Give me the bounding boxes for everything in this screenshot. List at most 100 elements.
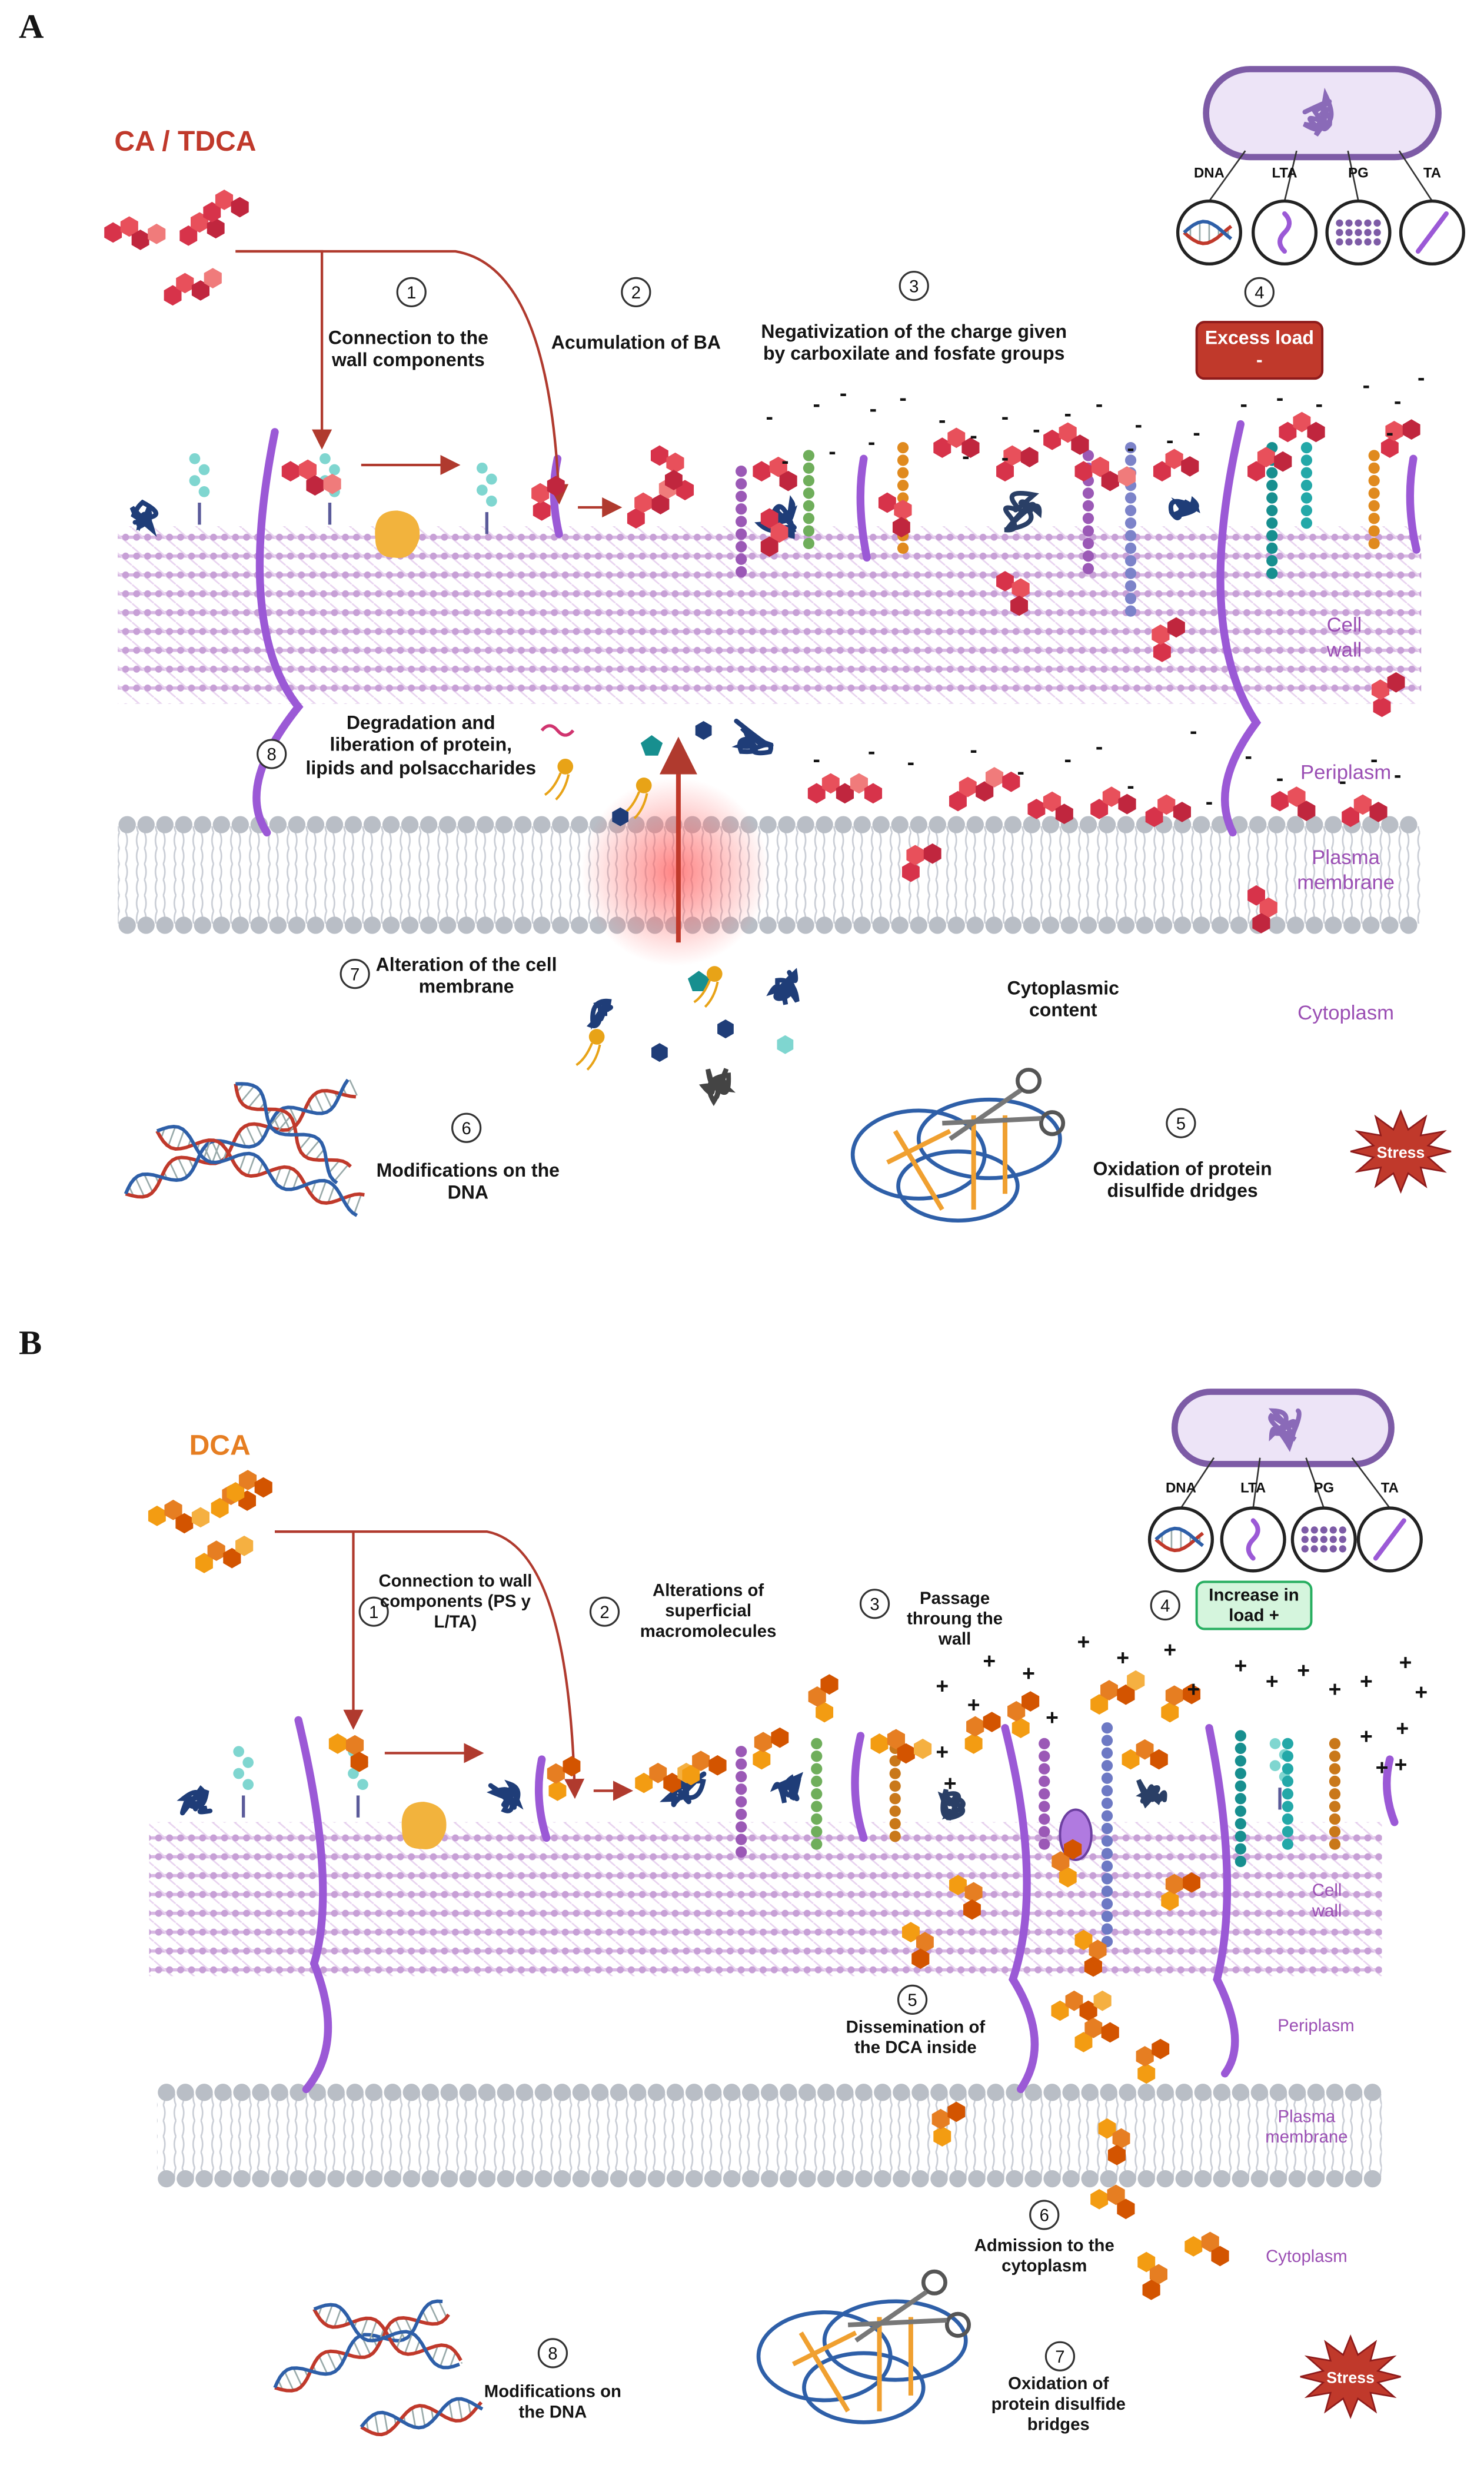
glycan	[1270, 1738, 1281, 1749]
lipid-head	[1345, 2084, 1362, 2101]
teichoic-bead	[811, 1750, 822, 1762]
lipid-head	[648, 2084, 665, 2101]
teichoic-bead	[1266, 568, 1277, 579]
teichoic-bead	[1369, 513, 1380, 524]
step-number: 1	[407, 283, 416, 303]
lipid-head	[1287, 916, 1304, 934]
step-label: Alterations of superficial macromolecule…	[622, 1582, 795, 1644]
lipid-head	[307, 816, 324, 833]
step-number: 6	[1040, 2206, 1049, 2225]
charge: +	[1360, 1669, 1373, 1693]
teichoic-bead	[1102, 1911, 1113, 1922]
dna-rung	[284, 1170, 290, 1187]
lipid-head	[364, 916, 381, 934]
teichoic-bead	[803, 525, 814, 536]
lipid-head	[460, 2170, 477, 2187]
inset-label: LTA	[1272, 165, 1297, 181]
lipid-head	[1099, 916, 1116, 934]
teichoic-bead	[736, 503, 747, 514]
teichoic-bead	[1039, 1788, 1050, 1799]
lipid-head	[742, 2084, 759, 2101]
lipid-head	[949, 2084, 966, 2101]
teichoic-bead	[1083, 500, 1094, 511]
scissors-handle	[1017, 1069, 1039, 1091]
lipid-head	[232, 816, 249, 833]
lipid-head	[403, 2084, 420, 2101]
lipid-head	[910, 816, 927, 833]
teichoic-bead	[736, 541, 747, 552]
lipid-head	[516, 2084, 533, 2101]
teichoic-bead	[1282, 1826, 1293, 1837]
lipid-head	[1099, 816, 1116, 833]
bile-acid-name: DCA	[110, 1430, 330, 1464]
lipid-head	[382, 816, 400, 833]
lipid-head	[1155, 916, 1172, 934]
teichoic-bead	[1102, 1722, 1113, 1733]
teichoic-bead	[803, 463, 814, 474]
lipid-head	[816, 916, 833, 934]
bile-acid-ring	[192, 1507, 209, 1527]
lipid-head	[1270, 2170, 1287, 2187]
lipid-head	[759, 916, 776, 934]
teichoic-bead	[1301, 492, 1312, 503]
lipid-head	[704, 2084, 721, 2101]
lipid-head	[233, 2170, 250, 2187]
bile-acid-ring	[548, 1781, 566, 1801]
lipid-head	[1193, 916, 1210, 934]
lipid-head	[874, 2170, 891, 2187]
lipid-head	[252, 2084, 269, 2101]
teichoic-bead	[1235, 1831, 1246, 1842]
lipid-head	[158, 2084, 175, 2101]
charge: -	[907, 750, 914, 775]
lipid-head	[648, 2170, 665, 2187]
lipid-head	[252, 2170, 269, 2187]
lipid-head	[1061, 916, 1078, 934]
lipid-head	[1136, 916, 1153, 934]
inset-label: TA	[1381, 1480, 1399, 1496]
lipid-head	[194, 916, 211, 934]
lipid-head	[535, 2084, 552, 2101]
dna-rung	[441, 2347, 447, 2365]
panel-letter: A	[19, 6, 82, 48]
teichoic-bead	[897, 454, 909, 466]
step-number: 2	[600, 1603, 609, 1622]
lipid-head	[1287, 816, 1304, 833]
lipid-head	[629, 2170, 646, 2187]
bile-acid-ring	[104, 222, 122, 243]
lipid-head	[1157, 2170, 1174, 2187]
lipid-head	[497, 2170, 514, 2187]
charge: -	[1096, 391, 1103, 416]
glycan	[189, 475, 201, 486]
teichoic-bead	[890, 1768, 901, 1779]
dna-rung	[335, 2310, 341, 2326]
teichoic-bead	[897, 467, 909, 479]
lipid-head	[422, 2170, 439, 2187]
lipid-head	[175, 816, 192, 833]
teichoic-bead	[890, 1781, 901, 1792]
lipid-head	[816, 816, 833, 833]
peptide	[542, 726, 573, 735]
lipid-head	[157, 816, 174, 833]
protein	[1004, 493, 1039, 530]
teichoic-bead	[1102, 1785, 1113, 1796]
teichoic-bead	[811, 1738, 822, 1749]
step-number: 6	[461, 1119, 471, 1138]
charge: +	[1395, 1752, 1408, 1776]
lipid-head	[874, 2084, 891, 2101]
lipid-head	[836, 2084, 853, 2101]
lipid-head	[477, 816, 494, 833]
lipid-head	[288, 916, 305, 934]
teichoic-bead	[1329, 1763, 1340, 1774]
teichoic-bead	[1266, 530, 1277, 541]
lipid-head	[1138, 2170, 1155, 2187]
lipid-head	[384, 2170, 401, 2187]
dna-rung	[136, 1179, 144, 1195]
lipid-head	[420, 816, 437, 833]
teichoic-bead	[736, 478, 747, 489]
teichoic-bead	[736, 1809, 747, 1820]
teichoic-bead	[1266, 505, 1277, 516]
dna-rung	[169, 1128, 175, 1145]
teichoic-bead	[736, 566, 747, 577]
dna-rung	[249, 1094, 261, 1107]
lipid-head	[365, 2170, 382, 2187]
